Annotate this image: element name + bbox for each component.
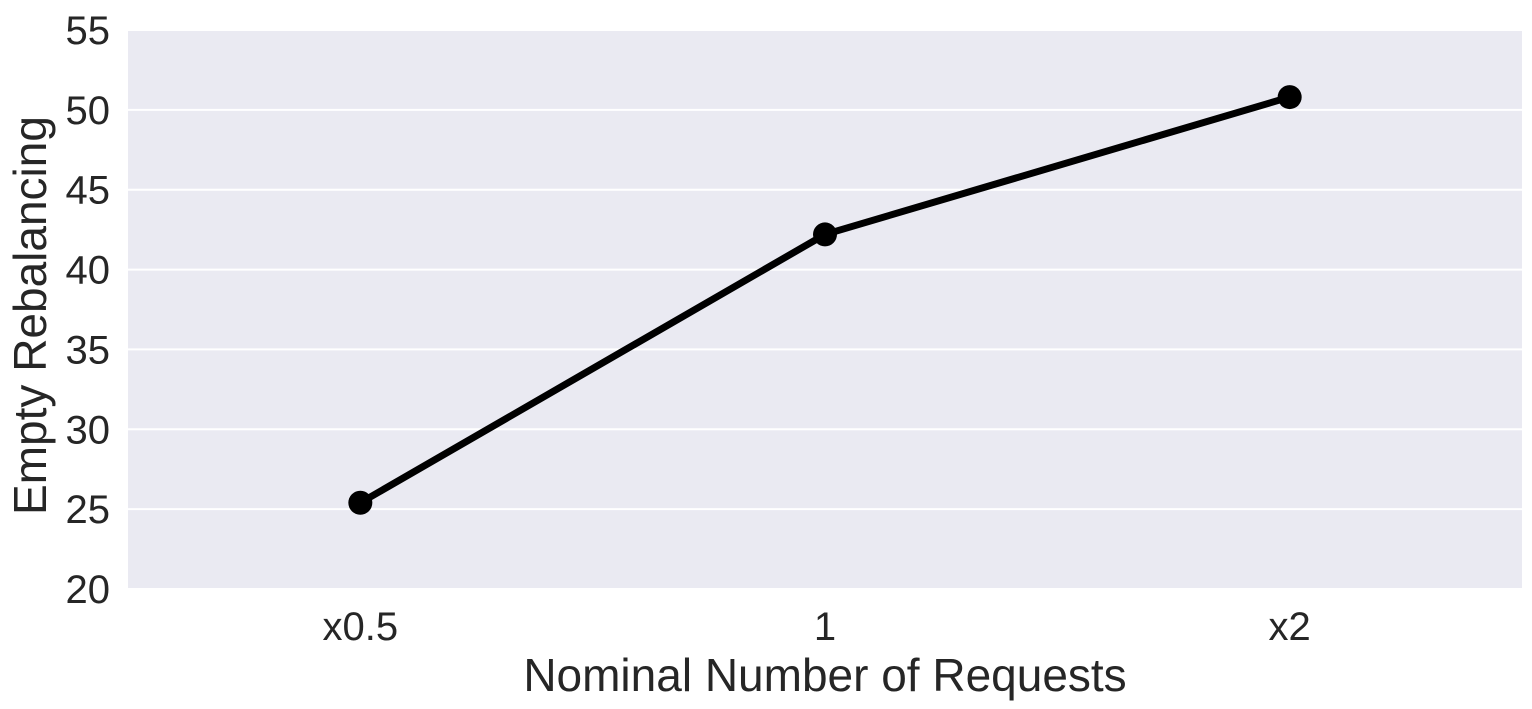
- x-axis-title: Nominal Number of Requests: [523, 649, 1126, 701]
- x-tick-label: 1: [814, 605, 836, 649]
- y-axis-ticks: 20 25 30 35 40 45 50 55: [66, 9, 111, 612]
- data-point: [348, 490, 373, 515]
- y-tick-label: 45: [66, 169, 111, 213]
- plot-area: [128, 30, 1522, 589]
- data-point: [1277, 85, 1302, 110]
- series-layer: [348, 85, 1302, 515]
- x-tick-label: x0.5: [323, 605, 399, 649]
- x-axis-ticks: x0.5 1 x2: [323, 605, 1311, 649]
- data-point: [813, 222, 837, 247]
- y-tick-label: 50: [66, 89, 111, 133]
- y-tick-label: 30: [66, 408, 111, 452]
- y-tick-label: 40: [66, 249, 111, 293]
- y-tick-label: 20: [66, 568, 111, 612]
- y-tick-label: 35: [66, 328, 111, 372]
- y-tick-label: 55: [66, 9, 111, 53]
- y-tick-label: 25: [66, 488, 111, 532]
- y-axis-title: Empty Rebalancing: [4, 116, 56, 515]
- x-tick-label: x2: [1269, 605, 1311, 649]
